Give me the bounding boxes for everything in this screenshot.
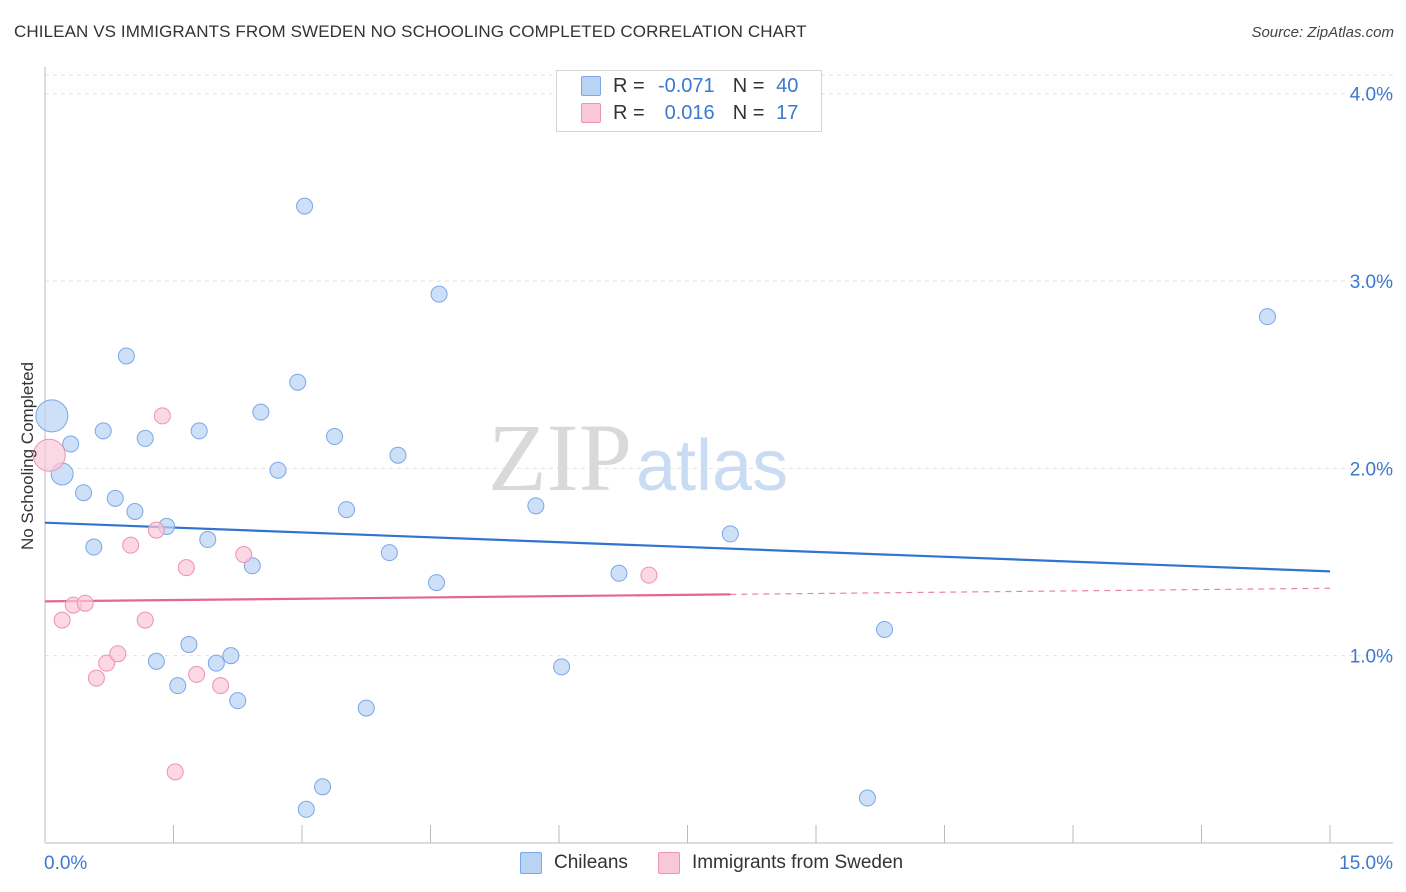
legend-item-chileans[interactable]: Chileans xyxy=(520,852,628,874)
data-point-chileans xyxy=(527,497,545,515)
legend-swatch-chileans xyxy=(581,76,601,96)
data-point-chileans xyxy=(252,403,270,421)
data-point-chileans xyxy=(297,800,315,818)
data-point-chileans xyxy=(94,422,112,440)
data-point-chileans xyxy=(62,435,80,453)
y-tick-label: 4.0% xyxy=(1350,85,1393,106)
data-point-chileans xyxy=(326,428,344,446)
data-point-chileans xyxy=(147,652,165,670)
data-point-chileans xyxy=(117,347,135,365)
data-point-sweden xyxy=(76,594,94,612)
legend-swatch-chileans xyxy=(520,852,542,874)
y-tick-label: 1.0% xyxy=(1350,647,1393,668)
data-point-chileans xyxy=(858,789,876,807)
data-point-chileans xyxy=(190,422,208,440)
data-point-chileans xyxy=(296,197,314,215)
data-point-chileans xyxy=(243,557,261,575)
data-point-chileans xyxy=(1258,308,1276,326)
data-point-chileans xyxy=(85,538,103,556)
data-point-sweden xyxy=(153,407,171,425)
data-point-chileans xyxy=(106,489,124,507)
trend-line xyxy=(44,521,1331,573)
data-point-chileans xyxy=(269,461,287,479)
data-point-chileans xyxy=(553,658,571,676)
data-point-chileans xyxy=(610,564,628,582)
legend-r-value: 0.016 xyxy=(664,101,715,124)
trend-line-dashed xyxy=(730,587,1331,595)
data-point-sweden xyxy=(147,521,165,539)
data-point-chileans xyxy=(338,501,356,519)
data-point-chileans xyxy=(389,446,407,464)
data-point-sweden xyxy=(32,438,66,472)
data-point-chileans xyxy=(357,699,375,717)
data-point-sweden xyxy=(109,645,127,663)
data-point-sweden xyxy=(640,566,658,584)
legend-r-label: R = xyxy=(613,74,645,97)
data-point-sweden xyxy=(136,611,154,629)
data-points xyxy=(32,197,1276,818)
data-point-sweden xyxy=(53,611,71,629)
data-point-chileans xyxy=(721,525,739,543)
data-point-chileans xyxy=(180,635,198,653)
data-point-chileans xyxy=(229,692,247,710)
legend-r-value: -0.071 xyxy=(657,74,715,97)
legend-n-value: 40 xyxy=(776,74,799,97)
x-tick-label: 15.0% xyxy=(1339,853,1393,874)
data-point-chileans xyxy=(207,654,225,672)
data-point-chileans xyxy=(136,429,154,447)
tick-labels: 1.0% 2.0% 3.0% 4.0% 0.0% 15.0% xyxy=(44,85,1393,874)
legend-swatch-sweden xyxy=(657,852,680,874)
data-point-chileans xyxy=(199,531,217,549)
x-tick-label: 0.0% xyxy=(44,853,87,874)
source-label: Source: ZipAtlas.com xyxy=(1251,24,1394,41)
data-point-chileans xyxy=(427,574,445,592)
data-point-chileans xyxy=(75,484,93,502)
data-point-sweden xyxy=(87,669,105,687)
data-point-sweden xyxy=(177,559,195,577)
data-point-sweden xyxy=(166,763,184,781)
stats-legend: R = -0.071 N = 40 R = 0.016 N = 17 xyxy=(556,70,822,132)
legend-n-label: N = xyxy=(732,74,765,97)
data-point-chileans xyxy=(876,620,894,638)
data-point-chileans xyxy=(380,544,398,562)
chart-title: CHILEAN VS IMMIGRANTS FROM SWEDEN NO SCH… xyxy=(14,22,807,41)
legend-r-label: R = xyxy=(613,101,645,124)
watermark: ZIP atlas xyxy=(488,404,788,511)
data-point-chileans xyxy=(289,373,307,391)
data-point-chileans xyxy=(314,778,332,796)
data-point-sweden xyxy=(188,665,206,683)
y-axis-label: No Schooling Completed xyxy=(18,361,37,551)
data-point-sweden xyxy=(235,546,253,564)
y-tick-label: 3.0% xyxy=(1350,272,1393,293)
legend-label-sweden: Immigrants from Sweden xyxy=(691,852,904,873)
legend-swatch-sweden xyxy=(581,103,601,123)
data-point-sweden xyxy=(98,654,116,672)
trend-lines xyxy=(44,521,1331,603)
legend-row-sweden: R = 0.016 N = 17 xyxy=(581,101,798,125)
data-point-chileans xyxy=(222,647,240,665)
data-point-chileans xyxy=(430,285,448,303)
legend-n-label: N = xyxy=(732,101,765,124)
series-legend: Chileans Immigrants from Sweden xyxy=(520,852,933,874)
legend-item-sweden[interactable]: Immigrants from Sweden xyxy=(657,852,904,874)
legend-row-chileans: R = -0.071 N = 40 xyxy=(581,74,798,98)
y-tick-label: 2.0% xyxy=(1350,459,1393,480)
data-point-chileans xyxy=(126,502,144,520)
watermark-atlas: atlas xyxy=(636,426,788,506)
data-point-chileans xyxy=(169,677,187,695)
data-point-chileans xyxy=(35,399,69,433)
data-point-sweden xyxy=(122,536,140,554)
trend-line xyxy=(44,593,731,603)
legend-label-chileans: Chileans xyxy=(554,852,628,873)
watermark-zip: ZIP xyxy=(488,404,632,511)
legend-n-value: 17 xyxy=(776,101,799,124)
data-point-sweden xyxy=(212,677,230,695)
